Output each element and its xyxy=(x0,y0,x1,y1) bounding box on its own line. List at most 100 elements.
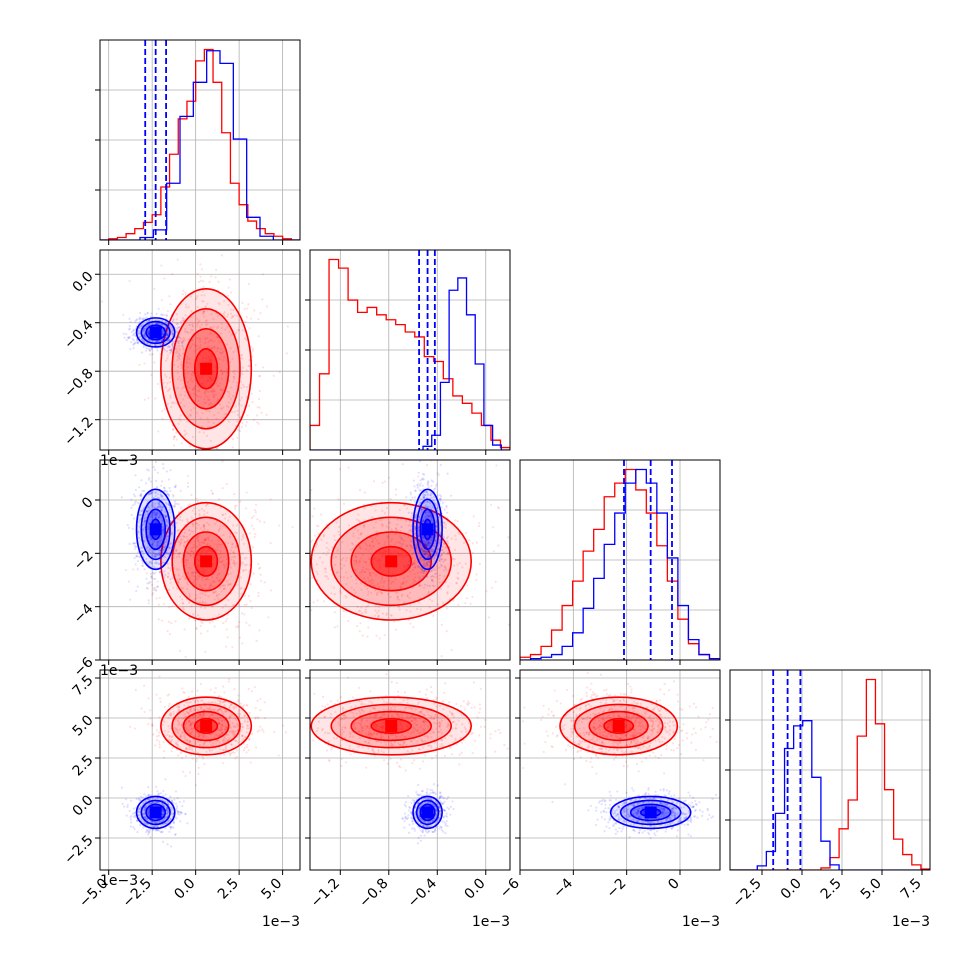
sample-point xyxy=(170,326,173,329)
sample-point xyxy=(161,495,164,498)
sample-point xyxy=(272,374,275,378)
sample-point xyxy=(437,541,441,544)
sample-point xyxy=(440,563,443,566)
sample-point xyxy=(406,575,410,578)
sample-point xyxy=(245,421,248,424)
sample-point xyxy=(101,300,104,303)
sample-point xyxy=(176,514,179,518)
sample-point xyxy=(208,748,211,751)
sample-point xyxy=(224,739,227,743)
sample-point xyxy=(155,321,159,325)
sample-point xyxy=(373,557,376,560)
sample-point xyxy=(424,552,427,556)
sample-point xyxy=(367,568,370,571)
sample-point xyxy=(159,549,162,553)
sample-point xyxy=(435,525,439,528)
sample-point xyxy=(252,347,255,350)
sample-point xyxy=(414,580,417,583)
sample-point xyxy=(197,385,200,388)
sample-point xyxy=(150,490,153,494)
sample-point xyxy=(242,703,246,707)
sample-point xyxy=(160,509,163,512)
sample-point xyxy=(202,757,205,760)
sample-point xyxy=(243,719,246,722)
sample-point xyxy=(179,595,182,599)
sample-point xyxy=(220,723,223,727)
sample-point xyxy=(494,580,497,583)
sample-point xyxy=(356,605,359,609)
sample-point xyxy=(238,717,242,720)
sample-point xyxy=(369,552,372,555)
sample-point xyxy=(137,531,140,534)
sample-point xyxy=(201,575,204,579)
sample-point xyxy=(216,740,219,743)
sample-point xyxy=(138,317,141,320)
sample-point xyxy=(234,405,237,408)
sample-point xyxy=(245,743,249,746)
sample-point xyxy=(152,733,155,736)
sample-point xyxy=(196,536,200,539)
sample-point xyxy=(196,322,199,326)
sample-point xyxy=(147,332,150,335)
sample-point xyxy=(451,557,454,560)
sample-point xyxy=(174,730,177,733)
sample-point xyxy=(248,364,251,368)
sample-point xyxy=(426,480,430,483)
sample-point xyxy=(196,539,200,542)
sample-point xyxy=(471,542,474,545)
sample-point xyxy=(240,612,244,615)
sample-point xyxy=(307,607,309,609)
sample-point xyxy=(438,556,441,559)
sample-point xyxy=(376,611,379,614)
sample-point xyxy=(446,518,449,521)
sample-point xyxy=(496,506,500,509)
sample-point xyxy=(158,340,161,343)
sample-point xyxy=(150,543,154,546)
sample-point xyxy=(128,324,131,328)
sample-point xyxy=(212,346,216,349)
sample-point xyxy=(336,550,339,553)
sample-point xyxy=(203,571,206,574)
sample-point xyxy=(149,537,152,540)
sample-point xyxy=(152,544,155,547)
sample-point xyxy=(155,312,158,316)
sample-point xyxy=(322,534,325,537)
sample-point xyxy=(438,559,441,563)
sample-point xyxy=(258,374,261,378)
sample-point xyxy=(151,593,154,596)
sample-point xyxy=(177,326,180,329)
sample-point xyxy=(220,590,223,593)
sample-point xyxy=(217,411,220,414)
sample-point xyxy=(138,363,141,367)
sample-point xyxy=(224,620,228,623)
sample-point xyxy=(426,541,429,545)
sample-point xyxy=(165,552,168,555)
sample-point xyxy=(376,559,379,563)
sample-point xyxy=(265,413,268,416)
sample-point xyxy=(390,614,393,617)
sample-point xyxy=(146,510,149,513)
sample-point xyxy=(233,556,237,559)
sample-point xyxy=(208,376,212,379)
sample-point xyxy=(427,541,430,545)
sample-point xyxy=(204,650,207,653)
sample-point xyxy=(283,522,285,524)
sample-point xyxy=(161,338,164,342)
sample-point xyxy=(185,535,188,538)
sample-point xyxy=(434,572,437,576)
sample-point xyxy=(204,323,208,326)
sample-point xyxy=(183,723,187,726)
sample-point xyxy=(362,524,365,527)
sample-point xyxy=(205,736,208,739)
sample-point xyxy=(193,709,196,712)
sample-point xyxy=(166,733,169,737)
sample-point xyxy=(138,494,141,497)
sample-point xyxy=(123,336,126,339)
sample-point xyxy=(316,572,319,575)
sample-point xyxy=(181,519,184,522)
sample-point xyxy=(191,730,194,733)
histogram-panel-p2 xyxy=(305,249,511,455)
sample-point xyxy=(141,546,144,550)
sample-point xyxy=(411,569,414,572)
sample-point xyxy=(203,398,206,401)
